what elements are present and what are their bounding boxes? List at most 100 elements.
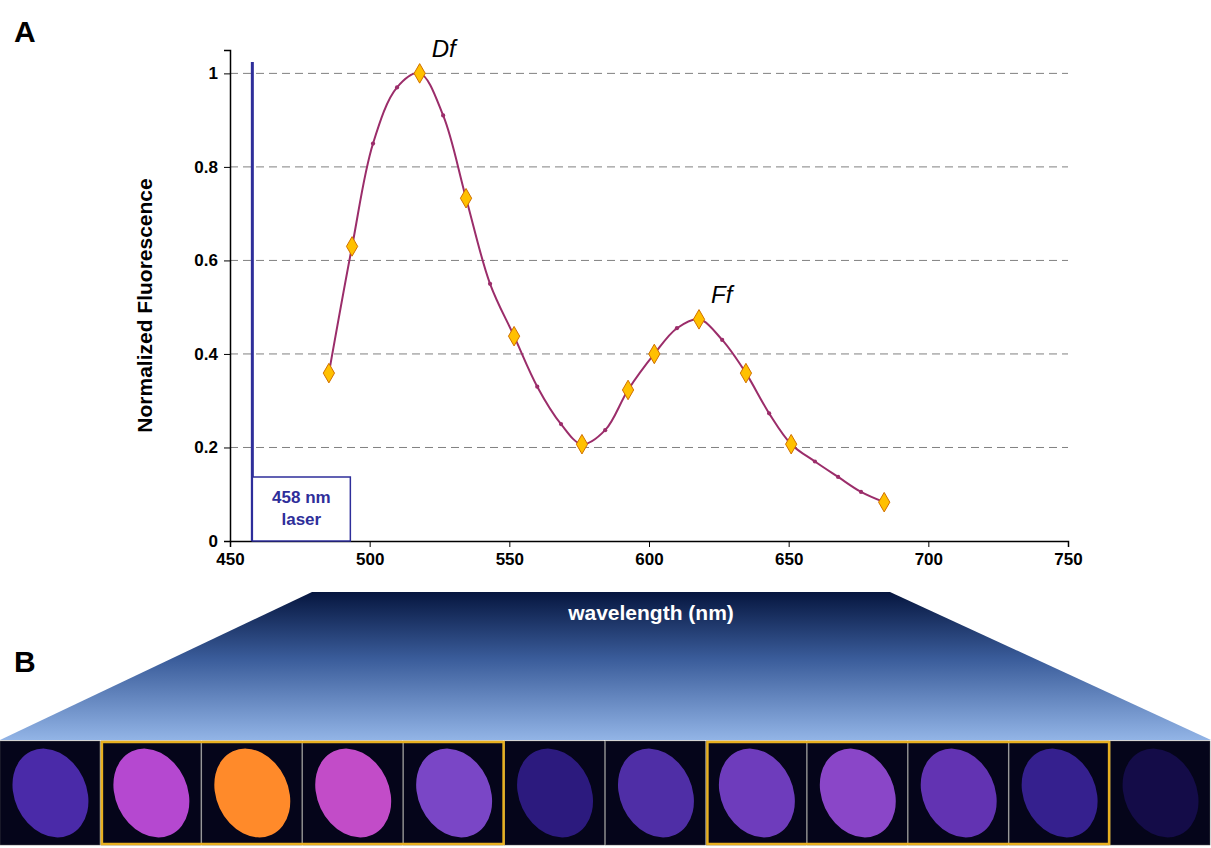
diamond-marker xyxy=(346,237,357,257)
y-tick-label: 1 xyxy=(209,64,218,83)
x-tick: 450 xyxy=(216,541,244,569)
panel-letter: B xyxy=(14,645,36,678)
diamond-marker xyxy=(414,64,425,84)
y-tick-mark xyxy=(224,541,230,542)
figure: 450 500 550 600 650 700 750 0 0.2 0.4 0.6 0.8 1 Df Ff 4… xyxy=(0,0,1211,848)
x-tick-mark xyxy=(1068,541,1069,547)
x-tick: 550 xyxy=(496,541,524,569)
laser-label-box xyxy=(252,477,350,541)
diamond-marker xyxy=(508,326,519,346)
grid-line xyxy=(230,73,1068,74)
dot-marker xyxy=(859,490,863,494)
nucleus xyxy=(200,736,304,848)
x-tick-label: 450 xyxy=(216,550,244,569)
x-tick: 750 xyxy=(1054,541,1082,569)
panel-letter: A xyxy=(14,15,36,48)
y-tick-label: 0 xyxy=(209,532,218,551)
y-tick: 0.2 xyxy=(194,438,230,457)
x-tick: 700 xyxy=(915,541,943,569)
x-tick-label: 750 xyxy=(1054,550,1082,569)
laser-label: 458 nmlaser xyxy=(252,477,350,541)
x-tick: 600 xyxy=(635,541,663,569)
x-tick: 500 xyxy=(356,541,384,569)
y-tick-mark xyxy=(224,260,230,261)
y-tick: 0.6 xyxy=(194,251,230,270)
dot-marker xyxy=(395,85,399,89)
channel-frame xyxy=(707,742,1109,844)
y-axis-title: Normalized Fluorescence xyxy=(133,178,156,432)
dot-marker xyxy=(836,475,840,479)
x-tick-mark xyxy=(928,541,929,547)
spectral-funnel xyxy=(0,592,1211,740)
x-tick-label: 700 xyxy=(915,550,943,569)
y-tick-mark xyxy=(224,447,230,448)
dot-marker xyxy=(675,326,679,330)
y-tick-label: 0.2 xyxy=(194,438,218,457)
peak-label: Ff xyxy=(711,281,735,308)
y-tick: 0.4 xyxy=(194,345,230,364)
y-tick-mark xyxy=(224,73,230,74)
nucleus xyxy=(1008,736,1112,848)
peak-label: Df xyxy=(432,35,458,62)
dot-marker xyxy=(441,113,445,117)
x-axis-line xyxy=(231,542,1069,548)
spectrum-line xyxy=(329,73,884,502)
dot-marker xyxy=(767,411,771,415)
plot-marks xyxy=(323,64,890,512)
diamond-marker xyxy=(622,380,633,400)
dot-marker xyxy=(559,422,563,426)
diamond-marker xyxy=(649,344,660,364)
diamond-marker xyxy=(740,363,751,383)
dot-marker xyxy=(603,428,607,432)
y-axis: 0 0.2 0.4 0.6 0.8 1 xyxy=(194,51,230,551)
y-tick: 0 xyxy=(209,532,230,551)
nucleus xyxy=(402,736,506,848)
y-tick-mark xyxy=(224,167,230,168)
channel-frame xyxy=(102,742,504,844)
diamond-marker xyxy=(460,188,471,208)
nucleus xyxy=(806,736,910,848)
nucleus xyxy=(503,736,607,848)
x-tick-label: 550 xyxy=(496,550,524,569)
diamond-marker xyxy=(576,434,587,454)
x-tick-mark xyxy=(370,541,371,547)
image-strip xyxy=(0,736,1211,848)
y-tick: 1 xyxy=(209,64,230,83)
dot-marker xyxy=(535,385,539,389)
nucleus xyxy=(301,736,405,848)
x-tick-mark xyxy=(789,541,790,547)
x-axis: 450 500 550 600 650 700 750 xyxy=(216,541,1082,569)
nucleus xyxy=(907,736,1011,848)
nucleus xyxy=(0,736,103,848)
x-tick-label: 650 xyxy=(775,550,803,569)
diamond-marker xyxy=(323,363,334,383)
x-axis-title: wavelength (nm) xyxy=(567,601,734,624)
nucleus xyxy=(705,736,809,848)
diamond-marker xyxy=(879,492,890,512)
dot-marker xyxy=(488,282,492,286)
dot-marker xyxy=(720,338,724,342)
nucleus xyxy=(1108,736,1211,848)
y-tick-label: 0.8 xyxy=(194,158,218,177)
x-tick-label: 600 xyxy=(635,550,663,569)
laser-label-text: 458 nmlaser xyxy=(272,488,331,529)
grid-line xyxy=(230,166,1068,167)
nucleus xyxy=(604,736,708,848)
x-tick-label: 500 xyxy=(356,550,384,569)
grid-line xyxy=(230,260,1068,261)
laser-line xyxy=(251,62,254,541)
y-axis-line xyxy=(224,51,231,542)
x-tick-mark xyxy=(509,541,510,547)
dot-marker xyxy=(813,459,817,463)
diamond-marker xyxy=(786,434,797,454)
y-tick-mark xyxy=(224,354,230,355)
grid-line xyxy=(230,447,1068,448)
y-tick-label: 0.4 xyxy=(194,345,218,364)
diamond-marker xyxy=(693,310,704,330)
y-tick-label: 0.6 xyxy=(194,251,218,270)
x-tick-mark xyxy=(649,541,650,547)
x-tick: 650 xyxy=(775,541,803,569)
y-tick: 0.8 xyxy=(194,158,230,177)
dot-marker xyxy=(371,141,375,145)
nucleus xyxy=(99,736,203,848)
